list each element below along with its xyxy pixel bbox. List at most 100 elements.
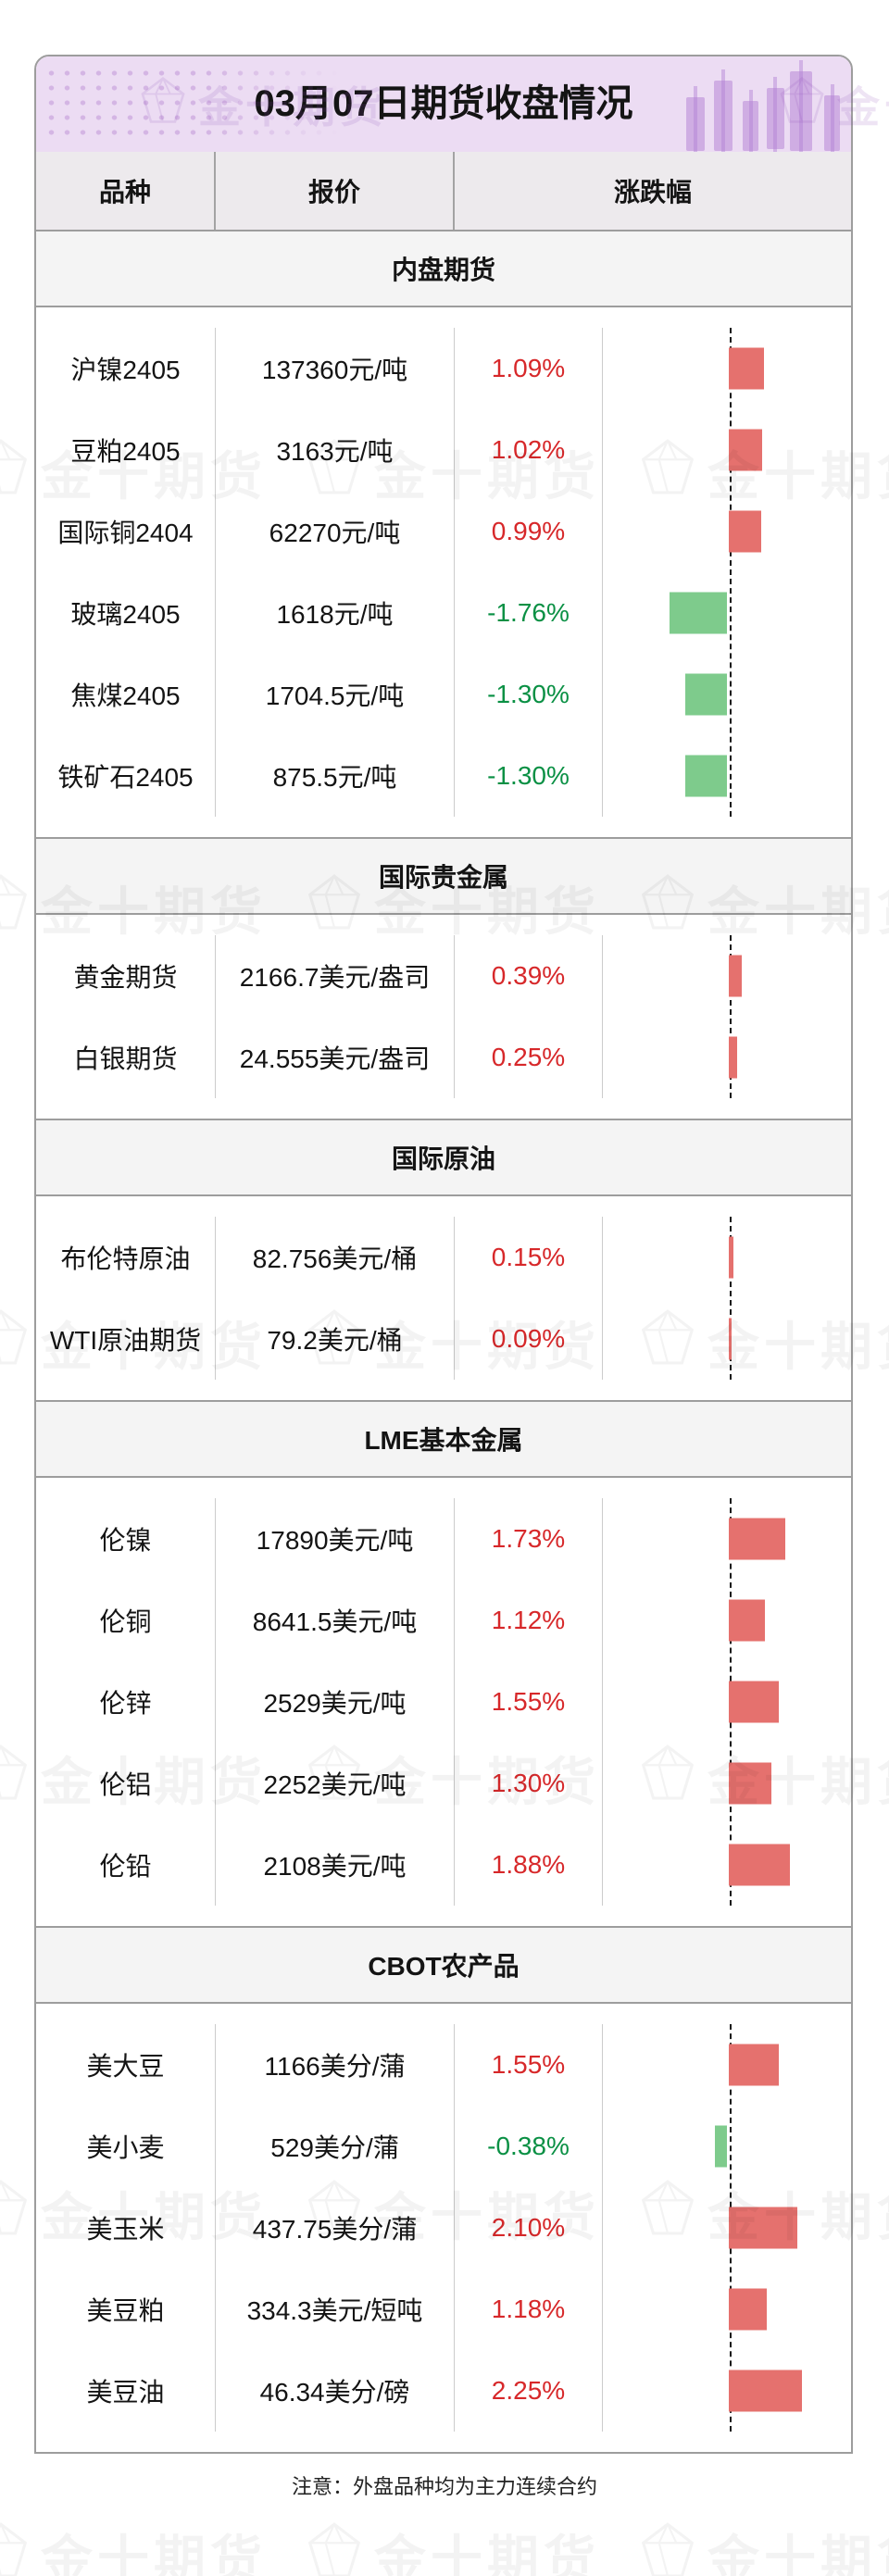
variety-cell: 布伦特原油 bbox=[36, 1217, 216, 1298]
change-bar-cell bbox=[603, 735, 851, 817]
section-header: CBOT农产品 bbox=[36, 1926, 851, 2004]
variety-cell: 美豆粕 bbox=[36, 2269, 216, 2350]
change-bar-cell bbox=[603, 935, 851, 1017]
zero-line bbox=[730, 1217, 732, 1380]
change-bar-cell bbox=[603, 2350, 851, 2432]
quote-cell: 529美分/蒲 bbox=[216, 2106, 455, 2187]
quote-cell: 17890美元/吨 bbox=[216, 1498, 455, 1580]
change-cell: 0.15% bbox=[455, 1217, 603, 1298]
change-cell: 1.09% bbox=[455, 328, 603, 409]
dot-grid-decoration bbox=[44, 66, 340, 144]
watermark-text: 金十期货 bbox=[707, 2519, 889, 2576]
quote-cell: 2252美元/吨 bbox=[216, 1743, 455, 1824]
variety-cell: WTI原油期货 bbox=[36, 1298, 216, 1380]
gem-logo-icon bbox=[0, 438, 30, 507]
variety-cell: 沪镍2405 bbox=[36, 328, 216, 409]
section-title: 国际原油 bbox=[391, 1144, 495, 1173]
table-body: 内盘期货 沪镍2405 137360元/吨 1.09% 豆粕2405 3163元… bbox=[36, 230, 851, 2452]
change-bar-cell bbox=[603, 654, 851, 735]
section-title: 内盘期货 bbox=[391, 256, 495, 284]
section-rows: 伦镍 17890美元/吨 1.73% 伦铜 8641.5美元/吨 1.12% 伦… bbox=[36, 1478, 851, 1926]
change-bar-cell bbox=[603, 409, 851, 491]
candlestick-decoration bbox=[638, 56, 851, 152]
quote-cell: 1618元/吨 bbox=[216, 572, 455, 654]
variety-cell: 伦锌 bbox=[36, 1661, 216, 1743]
change-bar-cell bbox=[603, 491, 851, 572]
change-cell: 1.55% bbox=[455, 2024, 603, 2106]
title-band: 03月07日期货收盘情况 bbox=[36, 56, 851, 152]
gem-logo-icon bbox=[639, 2521, 696, 2576]
table-row: 伦铝 2252美元/吨 1.30% bbox=[36, 1743, 851, 1824]
table-row: 焦煤2405 1704.5元/吨 -1.30% bbox=[36, 654, 851, 735]
table-row: 白银期货 24.555美元/盎司 0.25% bbox=[36, 1017, 851, 1098]
quote-cell: 82.756美元/桶 bbox=[216, 1217, 455, 1298]
change-bar-cell bbox=[603, 2024, 851, 2106]
change-bar-cell bbox=[603, 1298, 851, 1380]
table-row: 美大豆 1166美分/蒲 1.55% bbox=[36, 2024, 851, 2106]
section-title: CBOT农产品 bbox=[368, 1952, 520, 1981]
change-cell: 0.09% bbox=[455, 1298, 603, 1380]
jinshi-watermark: 金十期货 bbox=[0, 2519, 267, 2576]
change-bar bbox=[729, 510, 761, 553]
variety-cell: 焦煤2405 bbox=[36, 654, 216, 735]
jinshi-watermark: 金十期货 bbox=[639, 2519, 889, 2576]
variety-cell: 伦镍 bbox=[36, 1498, 216, 1580]
table-row: 沪镍2405 137360元/吨 1.09% bbox=[36, 328, 851, 409]
change-bar bbox=[670, 592, 727, 634]
variety-cell: 玻璃2405 bbox=[36, 572, 216, 654]
change-bar-cell bbox=[603, 1498, 851, 1580]
change-bar bbox=[684, 673, 727, 716]
gem-logo-icon bbox=[0, 1308, 30, 1378]
change-bar bbox=[729, 1599, 766, 1642]
variety-cell: 美豆油 bbox=[36, 2350, 216, 2432]
change-cell: 1.12% bbox=[455, 1580, 603, 1661]
change-bar bbox=[729, 955, 742, 997]
table-section: LME基本金属 伦镍 17890美元/吨 1.73% 伦铜 8641.5美元/吨… bbox=[36, 1400, 851, 1926]
section-rows: 黄金期货 2166.7美元/盎司 0.39% 白银期货 24.555美元/盎司 … bbox=[36, 915, 851, 1119]
table-row: 伦锌 2529美元/吨 1.55% bbox=[36, 1661, 851, 1743]
table-row: 国际铜2404 62270元/吨 0.99% bbox=[36, 491, 851, 572]
table-row: 美豆油 46.34美分/磅 2.25% bbox=[36, 2350, 851, 2432]
change-bar bbox=[729, 429, 762, 471]
quote-cell: 1704.5元/吨 bbox=[216, 654, 455, 735]
section-title: LME基本金属 bbox=[364, 1426, 523, 1455]
section-rows: 沪镍2405 137360元/吨 1.09% 豆粕2405 3163元/吨 1.… bbox=[36, 307, 851, 837]
quote-cell: 2108美元/吨 bbox=[216, 1824, 455, 1906]
change-bar-cell bbox=[603, 2106, 851, 2187]
column-header-change: 涨跌幅 bbox=[613, 178, 692, 206]
variety-cell: 美大豆 bbox=[36, 2024, 216, 2106]
gem-logo-icon bbox=[0, 2521, 30, 2576]
zero-line bbox=[730, 328, 732, 817]
quote-cell: 2166.7美元/盎司 bbox=[216, 935, 455, 1017]
table-row: 玻璃2405 1618元/吨 -1.76% bbox=[36, 572, 851, 654]
change-cell: 0.39% bbox=[455, 935, 603, 1017]
variety-cell: 美小麦 bbox=[36, 2106, 216, 2187]
change-cell: -1.30% bbox=[455, 654, 603, 735]
quote-cell: 137360元/吨 bbox=[216, 328, 455, 409]
change-bar-cell bbox=[603, 1743, 851, 1824]
quote-cell: 46.34美分/磅 bbox=[216, 2350, 455, 2432]
futures-report-card: 03月07日期货收盘情况 品种 报价 涨跌幅 内盘期货 沪镍2405 13736… bbox=[34, 55, 853, 2454]
change-bar bbox=[729, 347, 765, 390]
table-row: 伦镍 17890美元/吨 1.73% bbox=[36, 1498, 851, 1580]
variety-cell: 豆粕2405 bbox=[36, 409, 216, 491]
change-bar-cell bbox=[603, 1217, 851, 1298]
quote-cell: 437.75美分/蒲 bbox=[216, 2187, 455, 2269]
change-cell: 1.55% bbox=[455, 1661, 603, 1743]
change-bar bbox=[729, 1036, 737, 1079]
change-bar-cell bbox=[603, 1017, 851, 1098]
change-cell: -1.30% bbox=[455, 735, 603, 817]
page-title: 03月07日期货收盘情况 bbox=[254, 83, 633, 124]
table-row: 伦铜 8641.5美元/吨 1.12% bbox=[36, 1580, 851, 1661]
section-rows: 布伦特原油 82.756美元/桶 0.15% WTI原油期货 79.2美元/桶 … bbox=[36, 1196, 851, 1400]
change-bar-cell bbox=[603, 1580, 851, 1661]
change-cell: 0.25% bbox=[455, 1017, 603, 1098]
table-row: 伦铅 2108美元/吨 1.88% bbox=[36, 1824, 851, 1906]
change-bar-cell bbox=[603, 328, 851, 409]
change-bar bbox=[729, 1762, 771, 1805]
change-cell: -1.76% bbox=[455, 572, 603, 654]
change-bar-cell bbox=[603, 572, 851, 654]
variety-cell: 铁矿石2405 bbox=[36, 735, 216, 817]
zero-line bbox=[730, 935, 732, 1098]
jinshi-watermark: 金十期货 bbox=[306, 2519, 600, 2576]
